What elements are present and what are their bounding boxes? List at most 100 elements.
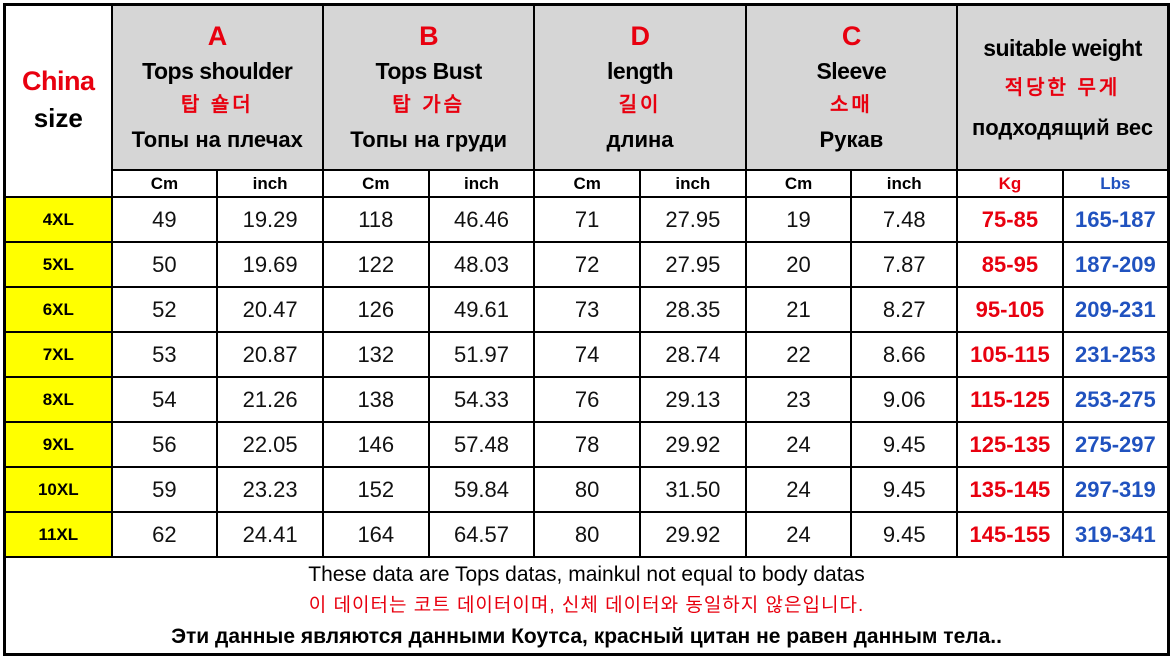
data-cell: 49.61 [427, 286, 536, 333]
kg-cell: 125-135 [956, 421, 1064, 468]
data-cell: 20.87 [216, 331, 324, 378]
unit-d-inch: inch [639, 169, 747, 198]
corner-size-label: size [33, 103, 83, 133]
unit-kg: Kg [956, 169, 1064, 198]
data-cell: 118 [321, 196, 430, 243]
unit-lbs: Lbs [1061, 169, 1170, 198]
data-cell: 22.05 [216, 421, 324, 468]
data-cell: 29.13 [639, 376, 747, 423]
column-group-d-length: D length 길이 длина [533, 3, 747, 171]
group-c-kr: 소매 [829, 93, 873, 116]
data-cell: 9.45 [850, 466, 959, 513]
group-b-en: Tops Bust [375, 57, 483, 84]
unit-a-inch: inch [216, 169, 324, 198]
data-cell: 19.69 [216, 241, 324, 288]
group-b-kr: 탑 가슴 [392, 93, 466, 116]
kg-cell: 105-115 [956, 331, 1064, 378]
group-d-letter: D [630, 20, 651, 51]
column-group-b-bust: B Tops Bust 탑 가슴 Топы на груди [321, 3, 536, 171]
data-cell: 28.74 [639, 331, 747, 378]
data-cell: 132 [321, 331, 430, 378]
data-cell: 21 [744, 286, 853, 333]
table-row-4xl: 4XL 49 19.29 118 46.46 71 27.95 19 7.48 … [3, 196, 1170, 243]
data-cell: 146 [321, 421, 430, 468]
kg-cell: 85-95 [956, 241, 1064, 288]
size-label: 10XL [3, 466, 113, 513]
data-cell: 22 [744, 331, 853, 378]
footer-note-kr: 이 데이터는 코트 데이터이며, 신체 데이터와 동일하지 않은입니다. [308, 595, 865, 616]
group-a-letter: A [207, 20, 228, 51]
size-chart-table: China size A Tops shoulder 탑 숄더 Топы на … [3, 3, 1170, 656]
kg-cell: 135-145 [956, 466, 1064, 513]
data-cell: 126 [321, 286, 430, 333]
data-cell: 56 [110, 421, 219, 468]
data-cell: 19.29 [216, 196, 324, 243]
kg-cell: 75-85 [956, 196, 1064, 243]
footer-note-cell: These data are Tops datas, mainkul not e… [3, 556, 1170, 656]
data-cell: 20.47 [216, 286, 324, 333]
data-cell: 74 [533, 331, 642, 378]
group-b-letter: B [419, 20, 439, 51]
group-a-kr: 탑 숄더 [180, 93, 254, 116]
group-weight-en: suitable weight [983, 34, 1142, 61]
data-cell: 24 [744, 421, 853, 468]
group-b-ru: Топы на груди [350, 126, 508, 152]
data-cell: 59.84 [427, 466, 536, 513]
data-cell: 71 [533, 196, 642, 243]
group-c-ru: Рукав [819, 126, 884, 152]
lbs-cell: 231-253 [1061, 331, 1170, 378]
data-cell: 7.87 [850, 241, 959, 288]
data-cell: 51.97 [427, 331, 536, 378]
group-weight-kr: 적당한 무게 [1004, 76, 1121, 99]
data-cell: 54 [110, 376, 219, 423]
data-cell: 164 [321, 511, 430, 558]
data-cell: 122 [321, 241, 430, 288]
kg-cell: 115-125 [956, 376, 1064, 423]
group-a-ru: Топы на плечах [131, 126, 303, 152]
data-cell: 8.66 [850, 331, 959, 378]
data-cell: 24.41 [216, 511, 324, 558]
data-cell: 24 [744, 466, 853, 513]
group-weight-ru: подходящий вес [971, 114, 1154, 140]
footer-note-en: These data are Tops datas, mainkul not e… [308, 563, 865, 586]
data-cell: 7.48 [850, 196, 959, 243]
data-cell: 76 [533, 376, 642, 423]
data-cell: 64.57 [427, 511, 536, 558]
table-row-5xl: 5XL 50 19.69 122 48.03 72 27.95 20 7.87 … [3, 241, 1170, 288]
data-cell: 62 [110, 511, 219, 558]
size-label: 11XL [3, 511, 113, 558]
size-label: 6XL [3, 286, 113, 333]
data-cell: 9.45 [850, 511, 959, 558]
lbs-cell: 275-297 [1061, 421, 1170, 468]
data-cell: 52 [110, 286, 219, 333]
column-group-a-shoulder: A Tops shoulder 탑 숄더 Топы на плечах [110, 3, 324, 171]
unit-b-cm: Cm [321, 169, 430, 198]
group-a-en: Tops shoulder [142, 57, 293, 84]
size-label: 7XL [3, 331, 113, 378]
data-cell: 19 [744, 196, 853, 243]
unit-c-inch: inch [850, 169, 959, 198]
group-c-letter: C [841, 20, 862, 51]
corner-country-label: China [22, 66, 95, 96]
data-cell: 20 [744, 241, 853, 288]
data-cell: 27.95 [639, 196, 747, 243]
data-cell: 73 [533, 286, 642, 333]
group-d-ru: длина [606, 126, 674, 152]
unit-b-inch: inch [427, 169, 536, 198]
data-cell: 9.06 [850, 376, 959, 423]
data-cell: 53 [110, 331, 219, 378]
data-cell: 48.03 [427, 241, 536, 288]
data-cell: 23.23 [216, 466, 324, 513]
data-cell: 138 [321, 376, 430, 423]
data-cell: 152 [321, 466, 430, 513]
data-cell: 23 [744, 376, 853, 423]
data-cell: 8.27 [850, 286, 959, 333]
data-cell: 57.48 [427, 421, 536, 468]
data-cell: 50 [110, 241, 219, 288]
unit-c-cm: Cm [744, 169, 853, 198]
size-label: 4XL [3, 196, 113, 243]
lbs-cell: 187-209 [1061, 241, 1170, 288]
table-row-10xl: 10XL 59 23.23 152 59.84 80 31.50 24 9.45… [3, 466, 1170, 513]
size-label: 8XL [3, 376, 113, 423]
